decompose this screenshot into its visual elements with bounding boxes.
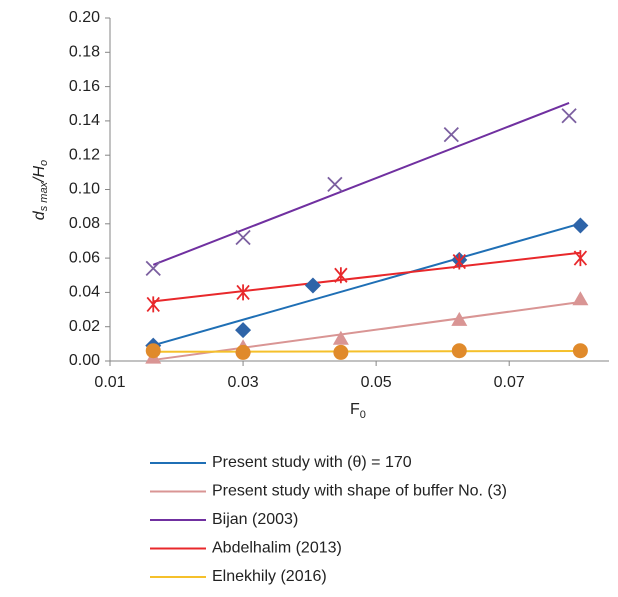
marker: [145, 343, 161, 359]
y-tick-label: 0.14: [69, 112, 100, 129]
marker: [333, 344, 349, 360]
marker: [235, 229, 251, 246]
x-tick-label: 0.05: [361, 374, 392, 391]
x-label-part: F: [350, 401, 360, 418]
y-label-part: d: [31, 210, 48, 220]
legend-label: Abdelhalim (2013): [212, 540, 342, 557]
marker: [327, 176, 343, 192]
marker: [451, 343, 467, 359]
y-label-part: s max: [38, 181, 50, 211]
marker: [573, 250, 588, 267]
marker: [304, 277, 321, 294]
marker: [236, 284, 250, 301]
marker: [452, 253, 466, 270]
trendline: [153, 301, 581, 361]
legend-label: Bijan (2003): [212, 511, 298, 528]
y-tick-label: 0.06: [69, 249, 100, 266]
trendline: [152, 222, 581, 347]
y-tick-label: 0.00: [69, 352, 100, 369]
y-label-part: /H: [31, 165, 48, 182]
marker: [443, 126, 459, 143]
marker: [235, 322, 252, 339]
trendline: [152, 102, 570, 266]
marker: [451, 311, 468, 326]
y-tick-label: 0.04: [69, 284, 100, 301]
trendline: [153, 349, 581, 353]
trendline: [153, 251, 581, 303]
marker: [146, 296, 160, 313]
marker: [334, 267, 348, 284]
y-tick-label: 0.08: [69, 215, 100, 232]
marker: [235, 344, 251, 360]
marker: [572, 291, 589, 306]
x-tick-label: 0.07: [494, 374, 525, 391]
x-label-part: 0: [360, 409, 366, 421]
y-tick-label: 0.12: [69, 146, 100, 163]
y-tick-label: 0.16: [69, 78, 100, 95]
y-tick-label: 0.20: [69, 9, 100, 26]
marker: [145, 260, 161, 277]
marker: [572, 217, 589, 234]
y-label-part: o: [38, 160, 50, 166]
legend-label: Present study with shape of buffer No. (…: [212, 483, 507, 500]
y-axis-label: ds max/Ho: [31, 160, 50, 220]
legend-label: Present study with (θ) = 170: [212, 454, 412, 471]
x-tick-label: 0.01: [94, 374, 125, 391]
marker: [332, 330, 349, 345]
y-tick-label: 0.02: [69, 318, 100, 335]
x-tick-label: 0.03: [227, 374, 258, 391]
marker: [572, 343, 588, 359]
y-tick-label: 0.10: [69, 181, 100, 198]
marker: [561, 108, 577, 124]
y-tick-label: 0.18: [69, 44, 100, 61]
x-axis-label: F0: [350, 401, 366, 421]
legend-label: Elnekhily (2016): [212, 568, 327, 585]
